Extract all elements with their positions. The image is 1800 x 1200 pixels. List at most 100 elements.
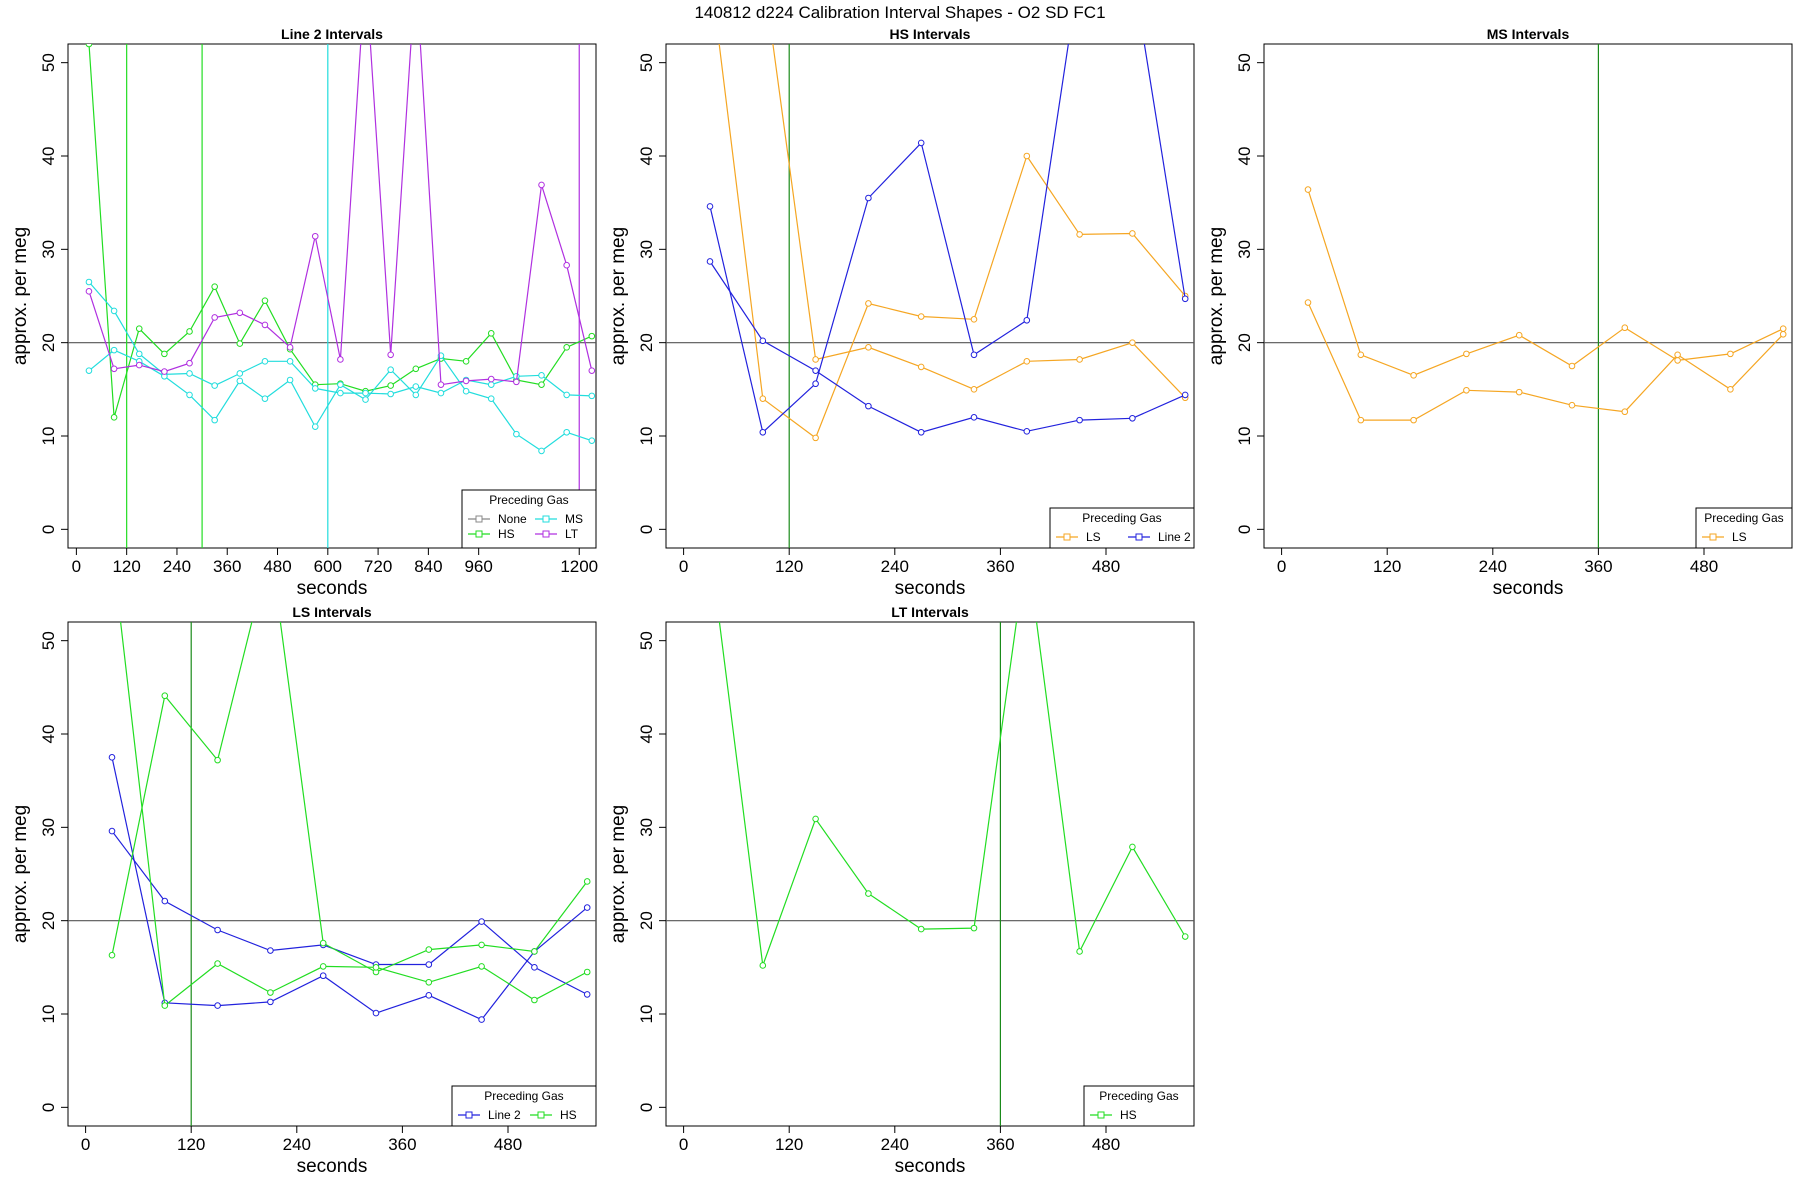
data-point — [387, 366, 394, 374]
data-point — [135, 325, 143, 332]
legend: Preceding Gas HS — [1083, 1085, 1195, 1127]
plot-area — [666, 545, 1194, 1126]
y-tick-label: 50 — [39, 53, 58, 72]
data-point — [917, 925, 925, 933]
data-point — [267, 998, 274, 1006]
data-point — [211, 283, 218, 290]
panel-2: HS Intervals 0 120 240 360 480 0 10 20 30 40 50 seco… — [608, 26, 1195, 599]
x-axis-label: seconds — [895, 578, 966, 599]
data-point — [311, 423, 319, 430]
legend-swatch-marker — [1063, 533, 1071, 541]
data-point — [214, 960, 221, 967]
x-tick-label: 480 — [494, 1135, 522, 1154]
x-tick-label: 0 — [72, 557, 81, 576]
plot-area — [1264, 44, 1792, 548]
data-point — [1023, 358, 1031, 365]
data-point — [970, 924, 978, 932]
data-point — [1304, 186, 1312, 193]
y-tick-label: 50 — [39, 631, 58, 650]
data-point — [583, 878, 591, 885]
y-tick-label: 30 — [637, 818, 656, 837]
panel-title: HS Intervals — [890, 26, 971, 42]
legend-entry: MS — [535, 512, 583, 526]
x-tick-label: 360 — [1584, 557, 1612, 576]
data-point — [425, 978, 433, 986]
data-point — [865, 890, 872, 897]
series-line-2 — [706, 258, 1189, 436]
y-tick-label: 30 — [39, 818, 58, 837]
legend-box — [451, 1085, 597, 1127]
data-point — [161, 692, 169, 700]
y-axis-label: approx. per meg — [1206, 227, 1227, 365]
data-point — [1410, 372, 1417, 379]
y-tick-label: 40 — [637, 147, 656, 166]
legend-label: Line 2 — [488, 1108, 521, 1122]
data-point — [261, 297, 269, 304]
legend-swatch-marker — [1709, 533, 1717, 541]
data-point — [108, 827, 116, 835]
data-point — [462, 387, 470, 395]
data-point — [261, 358, 269, 365]
data-point — [261, 321, 269, 329]
plot-frame — [67, 621, 597, 1127]
data-point — [513, 378, 520, 386]
data-point — [1023, 428, 1031, 435]
y-tick-label: 50 — [637, 631, 656, 650]
y-tick-label: 0 — [637, 525, 656, 534]
data-point — [1779, 330, 1787, 338]
data-point — [1515, 388, 1523, 396]
data-point — [311, 385, 319, 392]
x-tick-label: 120 — [775, 557, 803, 576]
x-axis-label: seconds — [895, 1156, 966, 1177]
x-tick-label: 240 — [283, 1135, 311, 1154]
data-point — [425, 946, 433, 953]
legend-entry: LT — [535, 527, 579, 541]
data-point — [588, 392, 596, 400]
data-point — [812, 434, 819, 442]
data-point — [970, 414, 978, 421]
data-point — [362, 396, 369, 403]
data-point — [236, 370, 244, 377]
panel-5: LT Intervals 0 120 240 360 480 0 10 20 30 40 50 seco… — [608, 545, 1195, 1177]
data-point — [337, 381, 344, 388]
data-point — [108, 951, 116, 959]
data-point — [161, 350, 168, 358]
data-point — [1463, 350, 1470, 358]
data-point — [214, 926, 221, 934]
data-point — [387, 390, 394, 398]
data-point — [110, 365, 118, 373]
data-point — [110, 414, 118, 421]
series-ls — [718, 44, 1189, 442]
data-point — [161, 1002, 169, 1009]
data-point — [487, 330, 495, 337]
x-tick-label: 840 — [414, 557, 442, 576]
series-line — [709, 44, 1186, 434]
data-point — [337, 356, 344, 363]
y-axis-label: approx. per meg — [608, 805, 629, 943]
legend-entry: LS — [1702, 530, 1747, 544]
data-point — [1568, 362, 1576, 370]
data-point — [110, 346, 118, 354]
y-tick-label: 10 — [1235, 427, 1254, 446]
y-axis-label: approx. per meg — [10, 227, 31, 365]
data-point — [588, 437, 596, 444]
data-point — [1024, 545, 1030, 551]
y-axis-label: approx. per meg — [608, 227, 629, 365]
legend-title: Preceding Gas — [1099, 1089, 1178, 1103]
data-point — [267, 989, 274, 996]
data-point — [1515, 331, 1523, 339]
x-tick-label: 240 — [163, 557, 191, 576]
legend-swatch-marker — [1135, 533, 1143, 541]
y-tick-label: 30 — [39, 240, 58, 259]
plot-frame — [67, 43, 597, 549]
data-point — [538, 447, 545, 455]
series-hs — [120, 622, 591, 1009]
x-tick-label: 360 — [388, 1135, 416, 1154]
plot-area — [68, 622, 596, 1126]
data-point — [236, 377, 244, 385]
data-point — [1181, 391, 1189, 399]
data-point — [372, 1009, 380, 1017]
legend-swatch-marker — [475, 530, 483, 538]
legend-label: LT — [565, 527, 579, 541]
series-hs — [718, 545, 1189, 969]
